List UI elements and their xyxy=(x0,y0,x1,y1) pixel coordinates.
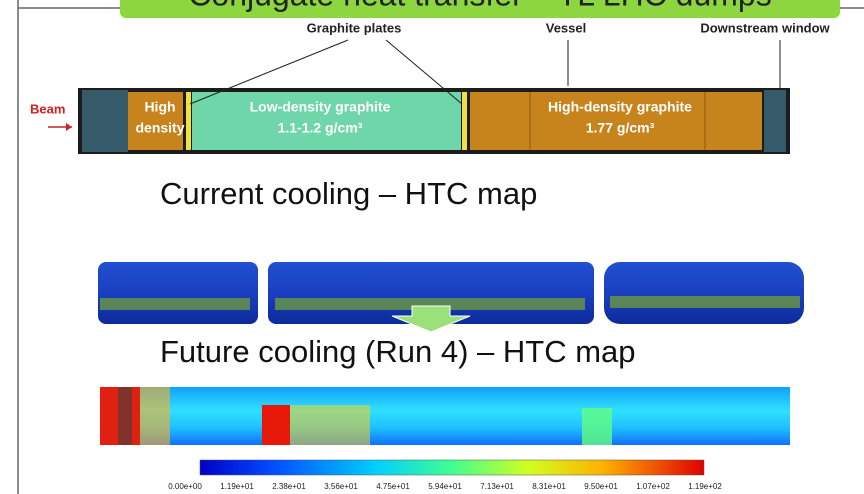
cooling-band xyxy=(610,296,800,308)
down-arrow xyxy=(391,305,471,333)
section-label: density xyxy=(135,120,184,136)
high-density-block xyxy=(128,92,183,150)
graphite-plate xyxy=(462,92,467,150)
graphite-plate xyxy=(186,92,191,150)
title-box xyxy=(120,0,840,18)
map-warm xyxy=(290,405,370,445)
beam-arrowhead xyxy=(66,123,72,131)
colorbar-label: 1.19e+02 xyxy=(688,482,722,491)
map-hotspot xyxy=(262,405,290,445)
high-density-block xyxy=(470,92,762,150)
section-label: Low-density graphite xyxy=(250,99,391,115)
colorbar-label: 3.56e+01 xyxy=(324,482,358,491)
cylinder-segment xyxy=(98,262,258,324)
low-density-block xyxy=(192,92,461,150)
colorbar-label: 1.19e+01 xyxy=(220,482,254,491)
title: Conjugate heat transfer – TL LHC dumps xyxy=(188,0,771,12)
section-label: High xyxy=(144,99,175,115)
colorbar xyxy=(199,459,705,476)
cooling-band xyxy=(100,298,250,310)
cylinder-segment xyxy=(604,262,804,324)
downstream-end xyxy=(764,90,786,152)
map-background xyxy=(100,387,790,445)
htc-map-future xyxy=(100,387,790,445)
upstream-end xyxy=(82,90,128,152)
heading: Future cooling (Run 4) – HTC map xyxy=(160,334,636,369)
colorbar-label: 9.50e+01 xyxy=(584,482,618,491)
heading: Current cooling – HTC map xyxy=(160,176,537,211)
pointer xyxy=(189,39,349,105)
colorbar-labels: 0.00e+00 1.19e+01 2.38e+01 3.56e+01 4.75e+01… xyxy=(168,482,722,491)
colorbar-label: 4.75e+01 xyxy=(376,482,410,491)
label: Downstream window xyxy=(700,20,830,35)
pointer xyxy=(385,39,463,105)
colorbar-label: 0.00e+00 xyxy=(168,482,202,491)
map-warm xyxy=(582,408,612,445)
map-window xyxy=(118,387,132,445)
colorbar-label: 5.94e+01 xyxy=(428,482,462,491)
label: Graphite plates xyxy=(307,20,402,35)
colorbar-label: 1.07e+02 xyxy=(636,482,670,491)
section-label: High-density graphite xyxy=(548,99,692,115)
section-label: 1.1-1.2 g/cm³ xyxy=(278,120,363,136)
dump-diagram: Graphite plates Vessel Downstream window… xyxy=(30,20,831,154)
label: Beam xyxy=(30,101,65,116)
colorbar-label: 2.38e+01 xyxy=(272,482,306,491)
label: Vessel xyxy=(546,20,587,35)
section-label: 1.77 g/cm³ xyxy=(586,120,655,136)
htc-render-current xyxy=(98,262,804,333)
colorbar-label: 7.13e+01 xyxy=(480,482,514,491)
cooling-band xyxy=(275,298,585,310)
map-warm xyxy=(140,387,170,445)
colorbar-label: 8.31e+01 xyxy=(532,482,566,491)
